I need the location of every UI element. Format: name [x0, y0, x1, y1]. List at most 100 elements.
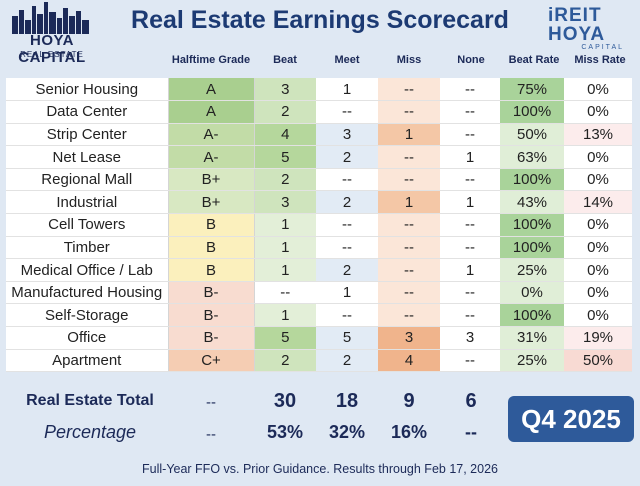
miss-cell: -- — [378, 78, 440, 102]
sector-cell: Medical Office / Lab — [6, 258, 169, 282]
none-cell: -- — [440, 168, 500, 192]
beat-cell: 1 — [254, 303, 316, 328]
none-cell: -- — [440, 123, 500, 147]
col-header-beat-rate: Beat Rate — [508, 54, 560, 66]
beat-cell: 3 — [254, 78, 316, 102]
sector-cell: Strip Center — [6, 123, 169, 147]
meet-cell: 2 — [316, 349, 378, 373]
table-row: Timber B 1 -- -- -- 100% 0% — [6, 236, 632, 260]
miss-rate-cell: 13% — [564, 123, 632, 147]
beat-cell: 2 — [254, 168, 316, 192]
col-header-beat: Beat — [273, 54, 297, 66]
logo-right-line2: HOYA — [548, 24, 606, 45]
total-meet: 18 — [335, 390, 359, 412]
total-grade: -- — [206, 394, 216, 411]
sector-cell: Cell Towers — [6, 213, 169, 237]
percentage-meet: 32% — [328, 422, 366, 442]
grade-cell: B- — [168, 281, 255, 305]
meet-cell: 1 — [316, 78, 378, 102]
total-label: Real Estate Total — [26, 392, 154, 409]
total-beat: 30 — [273, 390, 297, 412]
grade-cell: B — [168, 213, 255, 237]
miss-cell: -- — [378, 281, 440, 305]
table-row: Office B- 5 5 3 3 31% 19% — [6, 326, 632, 350]
ireit-hoya-logo: iREIT HOYA CAPITAL — [548, 6, 638, 52]
col-header-miss-rate: Miss Rate — [574, 54, 626, 66]
table-row: Self-Storage B- 1 -- -- -- 100% 0% — [6, 303, 632, 328]
beat-rate-cell: 75% — [500, 78, 564, 102]
table-row: Industrial B+ 3 2 1 1 43% 14% — [6, 190, 632, 215]
grade-cell: C+ — [168, 349, 255, 373]
quarter-badge: Q4 2025 — [508, 396, 634, 442]
table-row: Strip Center A- 4 3 1 -- 50% 13% — [6, 123, 632, 147]
logo-right-line3: CAPITAL — [581, 44, 624, 51]
none-cell: 1 — [440, 258, 500, 282]
grade-cell: B+ — [168, 190, 255, 215]
header: HOYA CAPITAL REAL ESTATE Real Estate Ear… — [0, 0, 640, 78]
table-row: Net Lease A- 5 2 -- 1 63% 0% — [6, 145, 632, 169]
scorecard-table: Senior Housing A 3 1 -- -- 75% 0% Data Center A 2-… — [6, 78, 632, 373]
beat-rate-cell: 63% — [500, 145, 564, 169]
meet-cell: 2 — [316, 145, 378, 169]
table-row: Cell Towers B 1 -- -- -- 100% 0% — [6, 213, 632, 237]
miss-cell: 1 — [378, 190, 440, 215]
logo-right-line1: iREIT — [548, 5, 602, 26]
table-row: Medical Office / Lab B 1 2 -- 1 25% 0% — [6, 258, 632, 282]
miss-rate-cell: 50% — [564, 349, 632, 373]
sector-cell: Manufactured Housing — [6, 281, 169, 305]
grade-cell: B- — [168, 303, 255, 328]
percentage-miss: 16% — [390, 422, 428, 442]
sector-cell: Apartment — [6, 349, 169, 373]
miss-rate-cell: 19% — [564, 326, 632, 350]
percentage-beat: 53% — [266, 422, 304, 442]
beat-cell: 3 — [254, 190, 316, 215]
meet-cell: -- — [316, 168, 378, 192]
beat-rate-cell: 100% — [500, 303, 564, 328]
miss-cell: -- — [378, 303, 440, 328]
sector-cell: Senior Housing — [6, 78, 169, 102]
grade-cell: A- — [168, 123, 255, 147]
miss-cell: 3 — [378, 326, 440, 350]
miss-rate-cell: 0% — [564, 100, 632, 124]
beat-cell: 5 — [254, 326, 316, 350]
beat-cell: 5 — [254, 145, 316, 169]
miss-rate-cell: 0% — [564, 236, 632, 260]
sector-cell: Data Center — [6, 100, 169, 124]
total-none: 6 — [465, 390, 477, 412]
sector-cell: Industrial — [6, 190, 169, 215]
none-cell: 1 — [440, 145, 500, 169]
table-row: Senior Housing A 3 1 -- -- 75% 0% — [6, 78, 632, 102]
hoya-capital-logo: HOYA CAPITAL REAL ESTATE — [4, 2, 100, 66]
sector-cell: Office — [6, 326, 169, 350]
meet-cell: 2 — [316, 258, 378, 282]
col-header-meet: Meet — [334, 54, 360, 66]
miss-cell: 4 — [378, 349, 440, 373]
grade-cell: B — [168, 258, 255, 282]
meet-cell: -- — [316, 100, 378, 124]
none-cell: -- — [440, 100, 500, 124]
none-cell: -- — [440, 236, 500, 260]
miss-rate-cell: 0% — [564, 78, 632, 102]
logo-brand-text: HOYA CAPITAL — [18, 32, 86, 66]
sector-cell: Timber — [6, 236, 169, 260]
grade-cell: B- — [168, 326, 255, 350]
sector-cell: Self-Storage — [6, 303, 169, 328]
col-header-miss: Miss — [396, 54, 422, 66]
miss-rate-cell: 0% — [564, 303, 632, 328]
beat-cell: 1 — [254, 258, 316, 282]
grade-cell: A — [168, 100, 255, 124]
page-title: Real Estate Earnings Scorecard — [131, 6, 509, 34]
meet-cell: 1 — [316, 281, 378, 305]
miss-cell: -- — [378, 213, 440, 237]
sector-cell: Regional Mall — [6, 168, 169, 192]
skyline-icon — [12, 2, 89, 34]
percentage-label: Percentage — [43, 422, 137, 442]
col-header-none: None — [457, 54, 485, 66]
miss-rate-cell: 0% — [564, 145, 632, 169]
meet-cell: -- — [316, 236, 378, 260]
beat-rate-cell: 0% — [500, 281, 564, 305]
beat-cell: 1 — [254, 213, 316, 237]
meet-cell: -- — [316, 303, 378, 328]
none-cell: 1 — [440, 190, 500, 215]
